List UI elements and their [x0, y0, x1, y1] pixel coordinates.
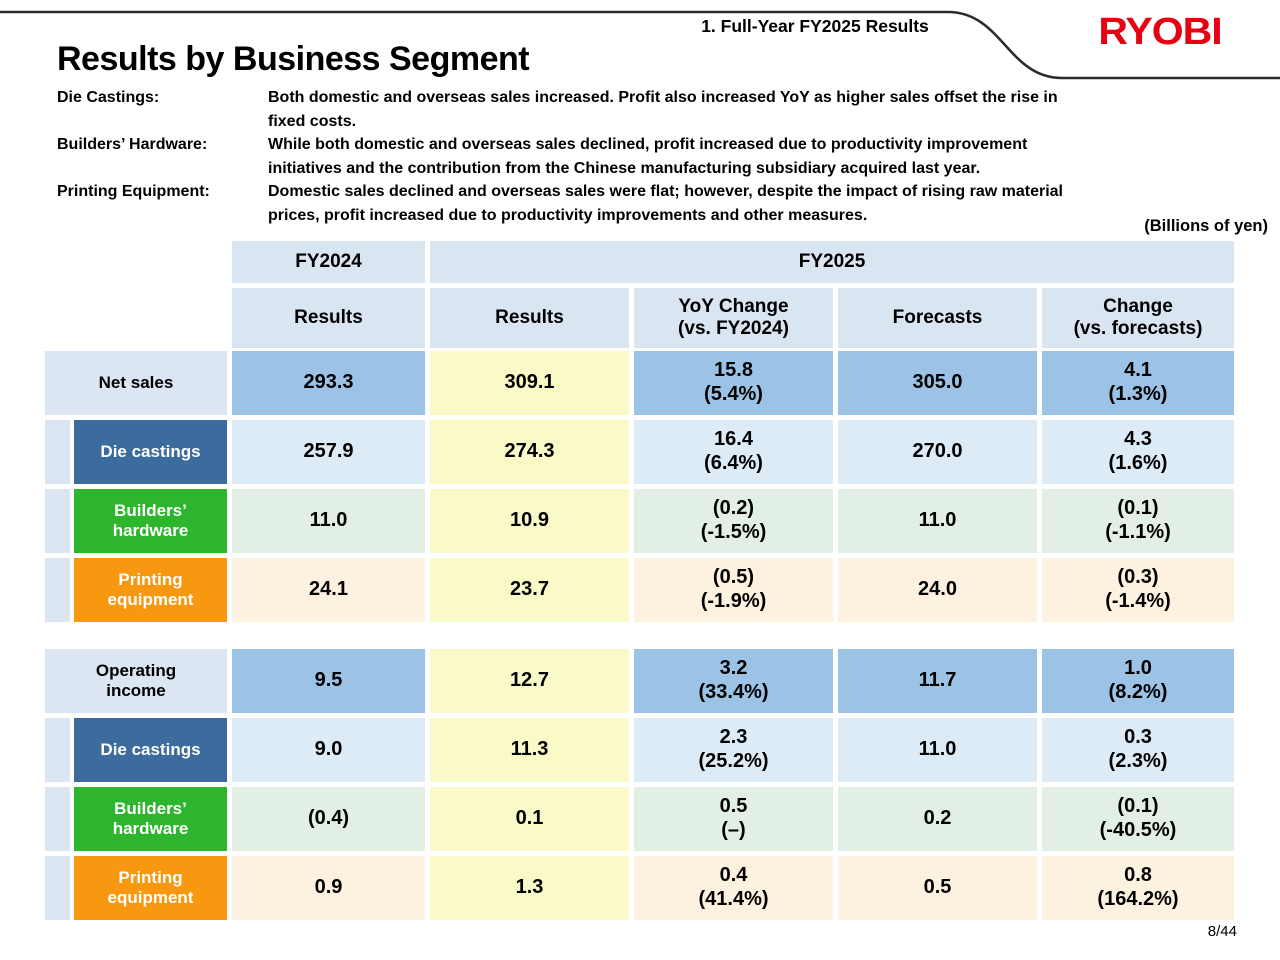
- header-results-fy2024: Results: [232, 288, 425, 348]
- cell-builders-hardware-change-vs-forecast: (0.1) (-1.1%): [1042, 489, 1234, 553]
- note-builders-hardware: Builders’ Hardware: While both domestic …: [57, 133, 1239, 180]
- net-sales-table: Net sales 293.3 309.1 15.8 (5.4%) 305.0 …: [45, 351, 1234, 622]
- page-title: Results by Business Segment: [57, 40, 530, 78]
- row-indent-strip: [45, 420, 70, 484]
- cell-operating-income-yoy-change: 3.2 (33.4%): [634, 649, 833, 713]
- cell-die-castings-oi-results-fy2024: 9.0: [232, 718, 425, 782]
- cell-builders-hardware-oi-yoy-change: 0.5 (–): [634, 787, 833, 851]
- cell-net-sales-yoy-change: 15.8 (5.4%): [634, 351, 833, 415]
- header-fy2024: FY2024: [232, 241, 425, 283]
- cell-die-castings-results-fy2024: 257.9: [232, 420, 425, 484]
- header-fy2025: FY2025: [430, 241, 1234, 283]
- row-label-builders-hardware: Builders’ hardware: [45, 489, 227, 553]
- cell-printing-equipment-results-fy2024: 24.1: [232, 558, 425, 622]
- cell-builders-hardware-results-fy2024: 11.0: [232, 489, 425, 553]
- row-indent-strip: [45, 787, 70, 851]
- cell-net-sales-forecast: 305.0: [838, 351, 1037, 415]
- cell-builders-hardware-forecast: 11.0: [838, 489, 1037, 553]
- cell-printing-equipment-forecast: 24.0: [838, 558, 1037, 622]
- cell-printing-equipment-change-vs-forecast: (0.3) (-1.4%): [1042, 558, 1234, 622]
- row-indent-strip: [45, 489, 70, 553]
- row-label-net-sales: Net sales: [45, 351, 227, 415]
- cell-die-castings-oi-results-fy2025: 11.3: [430, 718, 629, 782]
- cell-net-sales-results-fy2025: 309.1: [430, 351, 629, 415]
- segment-chip-builders-hardware: Builders’ hardware: [74, 787, 227, 851]
- cell-builders-hardware-oi-results-fy2025: 0.1: [430, 787, 629, 851]
- note-text: Both domestic and overseas sales increas…: [268, 89, 1058, 130]
- units-note: (Billions of yen): [1144, 217, 1268, 235]
- cell-net-sales-change-vs-forecast: 4.1 (1.3%): [1042, 351, 1234, 415]
- note-text: Domestic sales declined and overseas sal…: [268, 183, 1063, 224]
- section-tab-label: 1. Full-Year FY2025 Results: [701, 16, 929, 36]
- ryobi-logo: RYOBI: [1098, 10, 1222, 53]
- cell-die-castings-forecast: 270.0: [838, 420, 1037, 484]
- cell-die-castings-yoy-change: 16.4 (6.4%): [634, 420, 833, 484]
- segment-chip-builders-hardware: Builders’ hardware: [74, 489, 227, 553]
- header-forecasts: Forecasts: [838, 288, 1037, 348]
- cell-die-castings-change-vs-forecast: 4.3 (1.6%): [1042, 420, 1234, 484]
- row-label-printing-equipment: Printing equipment: [45, 558, 227, 622]
- cell-printing-equipment-oi-yoy-change: 0.4 (41.4%): [634, 856, 833, 920]
- segment-chip-die-castings: Die castings: [74, 718, 227, 782]
- cell-printing-equipment-yoy-change: (0.5) (-1.9%): [634, 558, 833, 622]
- row-label-operating-income: Operating income: [45, 649, 227, 713]
- operating-income-table: Operating income 9.5 12.7 3.2 (33.4%) 11…: [45, 649, 1234, 920]
- cell-printing-equipment-results-fy2025: 23.7: [430, 558, 629, 622]
- header-results-fy2025: Results: [430, 288, 629, 348]
- note-label: Printing Equipment:: [57, 183, 210, 200]
- row-indent-strip: [45, 856, 70, 920]
- note-label: Die Castings:: [57, 89, 160, 106]
- cell-operating-income-results-fy2025: 12.7: [430, 649, 629, 713]
- page-number: 8/44: [1207, 923, 1237, 940]
- cell-net-sales-results-fy2024: 293.3: [232, 351, 425, 415]
- table-header: FY2024 FY2025 Results Results YoY Change…: [45, 241, 1234, 348]
- row-indent-strip: [45, 718, 70, 782]
- cell-die-castings-oi-yoy-change: 2.3 (25.2%): [634, 718, 833, 782]
- cell-operating-income-forecast: 11.7: [838, 649, 1037, 713]
- cell-die-castings-results-fy2025: 274.3: [430, 420, 629, 484]
- cell-printing-equipment-oi-results-fy2024: 0.9: [232, 856, 425, 920]
- summary-notes: Die Castings: Both domestic and overseas…: [57, 86, 1239, 227]
- row-label-builders-hardware: Builders’ hardware: [45, 787, 227, 851]
- cell-die-castings-oi-change-vs-forecast: 0.3 (2.3%): [1042, 718, 1234, 782]
- cell-printing-equipment-oi-change-vs-forecast: 0.8 (164.2%): [1042, 856, 1234, 920]
- cell-builders-hardware-oi-forecast: 0.2: [838, 787, 1037, 851]
- note-printing-equipment: Printing Equipment: Domestic sales decli…: [57, 180, 1239, 227]
- row-label-die-castings: Die castings: [45, 420, 227, 484]
- note-die-castings: Die Castings: Both domestic and overseas…: [57, 86, 1239, 133]
- header-yoy-change: YoY Change (vs. FY2024): [634, 288, 833, 348]
- row-indent-strip: [45, 558, 70, 622]
- row-label-printing-equipment: Printing equipment: [45, 856, 227, 920]
- cell-die-castings-oi-forecast: 11.0: [838, 718, 1037, 782]
- segment-chip-die-castings: Die castings: [74, 420, 227, 484]
- cell-builders-hardware-yoy-change: (0.2) (-1.5%): [634, 489, 833, 553]
- segment-chip-printing-equipment: Printing equipment: [74, 856, 227, 920]
- row-label-die-castings: Die castings: [45, 718, 227, 782]
- cell-builders-hardware-oi-results-fy2024: (0.4): [232, 787, 425, 851]
- cell-printing-equipment-oi-forecast: 0.5: [838, 856, 1037, 920]
- cell-printing-equipment-oi-results-fy2025: 1.3: [430, 856, 629, 920]
- segment-chip-printing-equipment: Printing equipment: [74, 558, 227, 622]
- cell-builders-hardware-oi-change-vs-forecast: (0.1) (-40.5%): [1042, 787, 1234, 851]
- cell-operating-income-change-vs-forecast: 1.0 (8.2%): [1042, 649, 1234, 713]
- cell-operating-income-results-fy2024: 9.5: [232, 649, 425, 713]
- cell-builders-hardware-results-fy2025: 10.9: [430, 489, 629, 553]
- note-text: While both domestic and overseas sales d…: [268, 136, 1028, 177]
- header-change-vs-forecasts: Change (vs. forecasts): [1042, 288, 1234, 348]
- note-label: Builders’ Hardware:: [57, 136, 208, 153]
